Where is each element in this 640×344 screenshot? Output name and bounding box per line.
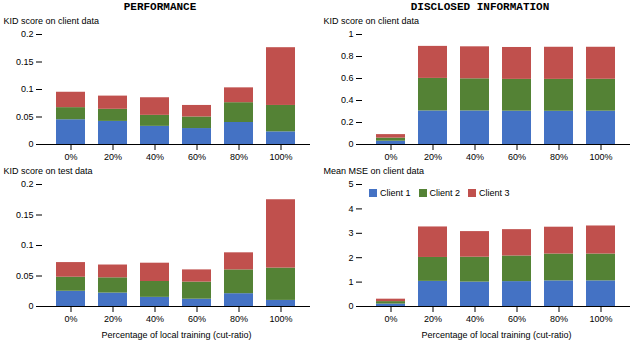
svg-text:0.1: 0.1 bbox=[21, 84, 34, 94]
svg-text:20%: 20% bbox=[104, 152, 122, 162]
svg-text:20%: 20% bbox=[104, 314, 122, 324]
svg-text:0.6: 0.6 bbox=[341, 73, 354, 83]
svg-text:0: 0 bbox=[28, 139, 33, 149]
svg-text:0.05: 0.05 bbox=[16, 271, 34, 281]
svg-text:Percentage of local training (: Percentage of local training (cut-ratio) bbox=[421, 330, 571, 340]
svg-text:0%: 0% bbox=[384, 314, 397, 324]
svg-text:60%: 60% bbox=[188, 152, 206, 162]
svg-text:100%: 100% bbox=[269, 152, 292, 162]
html-text:Client 2: Client 2 bbox=[429, 188, 460, 198]
svg-text:60%: 60% bbox=[188, 314, 206, 324]
svg-text:100%: 100% bbox=[589, 314, 612, 324]
svg-text:0.1: 0.1 bbox=[21, 240, 34, 250]
svg-text:KID score on test data: KID score on test data bbox=[4, 166, 93, 176]
svg-text:0.05: 0.05 bbox=[16, 112, 34, 122]
svg-text:1: 1 bbox=[348, 29, 353, 39]
svg-text:0.2: 0.2 bbox=[21, 29, 34, 39]
svg-text:2: 2 bbox=[348, 253, 353, 263]
svg-text:Mean MSE on client data: Mean MSE on client data bbox=[324, 166, 425, 176]
html-text:DISCLOSED INFORMATION: DISCLOSED INFORMATION bbox=[410, 1, 550, 13]
svg-text:0.8: 0.8 bbox=[341, 51, 354, 61]
svg-text:40%: 40% bbox=[146, 152, 164, 162]
svg-text:20%: 20% bbox=[424, 314, 442, 324]
html-text:PERFORMANCE: PERFORMANCE bbox=[123, 1, 197, 13]
svg-text:0: 0 bbox=[348, 139, 353, 149]
html-text:Client 1: Client 1 bbox=[380, 188, 411, 198]
svg-text:80%: 80% bbox=[550, 314, 568, 324]
svg-text:0%: 0% bbox=[64, 152, 77, 162]
svg-text:4: 4 bbox=[348, 204, 353, 214]
svg-text:0.15: 0.15 bbox=[16, 210, 34, 220]
html-text:Client 3: Client 3 bbox=[479, 188, 510, 198]
svg-text:0: 0 bbox=[348, 301, 353, 311]
svg-text:KID score on client data: KID score on client data bbox=[4, 16, 100, 26]
svg-text:KID score on client data: KID score on client data bbox=[324, 16, 420, 26]
svg-text:3: 3 bbox=[348, 228, 353, 238]
svg-text:100%: 100% bbox=[589, 152, 612, 162]
svg-text:100%: 100% bbox=[269, 314, 292, 324]
svg-text:40%: 40% bbox=[466, 152, 484, 162]
svg-text:80%: 80% bbox=[230, 314, 248, 324]
svg-text:80%: 80% bbox=[230, 152, 248, 162]
svg-text:0.15: 0.15 bbox=[16, 57, 34, 67]
svg-text:0.4: 0.4 bbox=[341, 95, 354, 105]
svg-text:60%: 60% bbox=[508, 152, 526, 162]
svg-text:0.2: 0.2 bbox=[341, 117, 354, 127]
svg-text:0.2: 0.2 bbox=[21, 179, 34, 189]
svg-text:60%: 60% bbox=[508, 314, 526, 324]
svg-text:0%: 0% bbox=[64, 314, 77, 324]
svg-text:20%: 20% bbox=[424, 152, 442, 162]
svg-text:40%: 40% bbox=[146, 314, 164, 324]
svg-text:Percentage of local training (: Percentage of local training (cut-ratio) bbox=[101, 330, 251, 340]
svg-text:0%: 0% bbox=[384, 152, 397, 162]
svg-text:0: 0 bbox=[28, 301, 33, 311]
svg-text:80%: 80% bbox=[550, 152, 568, 162]
svg-text:5: 5 bbox=[348, 179, 353, 189]
svg-text:40%: 40% bbox=[466, 314, 484, 324]
svg-text:1: 1 bbox=[348, 277, 353, 287]
